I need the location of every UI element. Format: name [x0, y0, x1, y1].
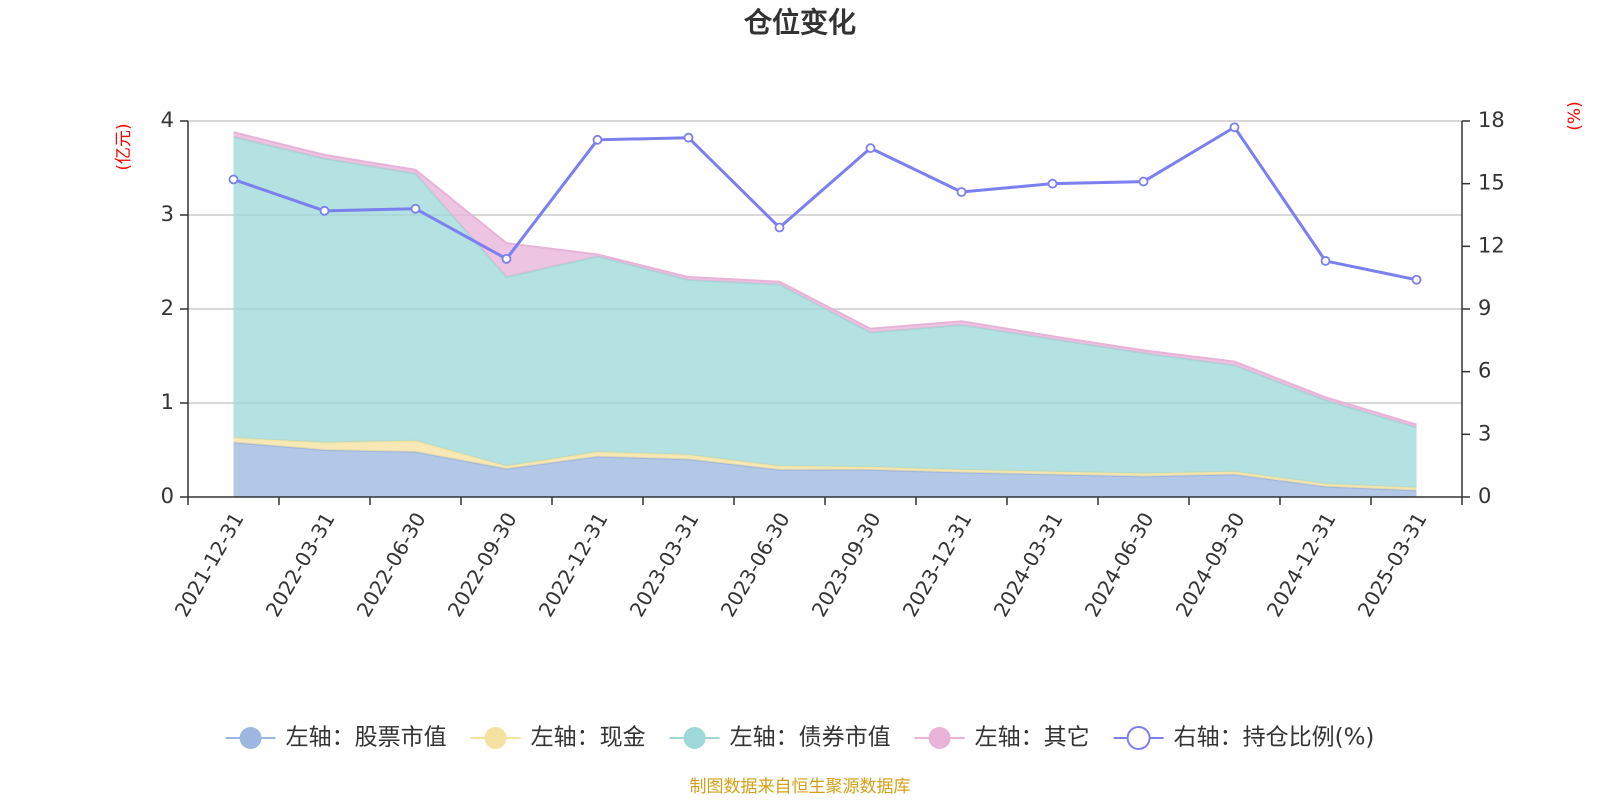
- x-tick-label: 2022-09-30: [443, 508, 522, 621]
- left-tick-label: 2: [161, 296, 174, 320]
- legend-marker-icon: [1126, 726, 1151, 750]
- x-tick-label: 2023-03-31: [625, 508, 704, 621]
- area-series-2: [233, 136, 1417, 488]
- source-note: 制图数据来自恒生聚源数据库: [690, 777, 911, 797]
- legend-marker-icon: [928, 727, 951, 749]
- legend-item-label: 左轴：债券市值: [730, 725, 891, 751]
- right-tick-label: 15: [1478, 171, 1505, 195]
- ratio-point: [865, 143, 876, 154]
- left-tick-label: 3: [161, 202, 174, 226]
- x-tick-label: 2023-06-30: [716, 508, 795, 621]
- ratio-point: [1320, 256, 1331, 266]
- area-series-1: [233, 437, 1417, 491]
- right-tick-label: 3: [1478, 421, 1491, 445]
- legend-marker-icon: [484, 727, 507, 749]
- ratio-point: [683, 132, 694, 143]
- left-tick-label: 1: [161, 390, 174, 414]
- ratio-point: [228, 174, 239, 185]
- ratio-point: [501, 253, 512, 264]
- x-tick-label: 2024-03-31: [989, 508, 1068, 621]
- right-tick-label: 9: [1478, 296, 1491, 320]
- right-tick-label: 6: [1478, 359, 1491, 383]
- stacked-areas: [233, 131, 1417, 497]
- ratio-point: [1411, 274, 1422, 285]
- right-tick-label: 12: [1478, 233, 1505, 257]
- area-series-3: [233, 132, 1417, 428]
- x-tick-label: 2023-12-31: [898, 508, 977, 621]
- ratio-point: [410, 203, 421, 214]
- ratio-line-path: [233, 125, 1417, 282]
- x-tick-label: 2025-03-31: [1353, 508, 1432, 621]
- left-axis-unit: (亿元): [114, 123, 134, 170]
- x-tick-label: 2023-09-30: [807, 508, 886, 621]
- legend-item-label: 左轴：现金: [531, 725, 646, 751]
- area-edge-3: [233, 131, 1417, 426]
- right-tick-label: 18: [1478, 108, 1505, 132]
- ratio-point: [319, 205, 330, 216]
- ratio-point: [1138, 176, 1149, 187]
- legend-marker-icon: [683, 727, 706, 749]
- x-tick-label: 2022-12-31: [534, 508, 613, 621]
- legend-item-label: 左轴：其它: [975, 725, 1090, 751]
- ratio-point: [1047, 178, 1058, 189]
- ratio-line: [228, 122, 1422, 285]
- legend-item-label: 右轴：持仓比例(%): [1174, 725, 1375, 751]
- left-tick-label: 0: [161, 484, 174, 508]
- ratio-point: [1229, 122, 1240, 133]
- legend-marker-icon: [239, 727, 262, 749]
- x-tick-label: 2024-09-30: [1171, 508, 1250, 621]
- x-tick-label: 2024-06-30: [1080, 508, 1159, 621]
- ratio-point: [956, 187, 967, 197]
- left-tick-label: 4: [161, 108, 174, 132]
- chart-title: 仓位变化: [744, 6, 856, 39]
- legend: 左轴：股票市值 左轴：现金 左轴：债券市值 左轴：其它 右轴：持仓比例(%): [225, 725, 1375, 751]
- x-tick-label: 2021-12-31: [170, 508, 249, 621]
- right-axis-unit: (%): [1565, 101, 1585, 130]
- right-tick-label: 0: [1478, 484, 1491, 508]
- x-tick-label: 2022-03-31: [261, 508, 340, 621]
- ratio-point: [774, 222, 785, 233]
- x-tick-label: 2024-12-31: [1262, 508, 1341, 621]
- legend-item-label: 左轴：股票市值: [286, 725, 447, 751]
- ratio-point: [592, 134, 603, 145]
- x-tick-label: 2022-06-30: [352, 508, 431, 621]
